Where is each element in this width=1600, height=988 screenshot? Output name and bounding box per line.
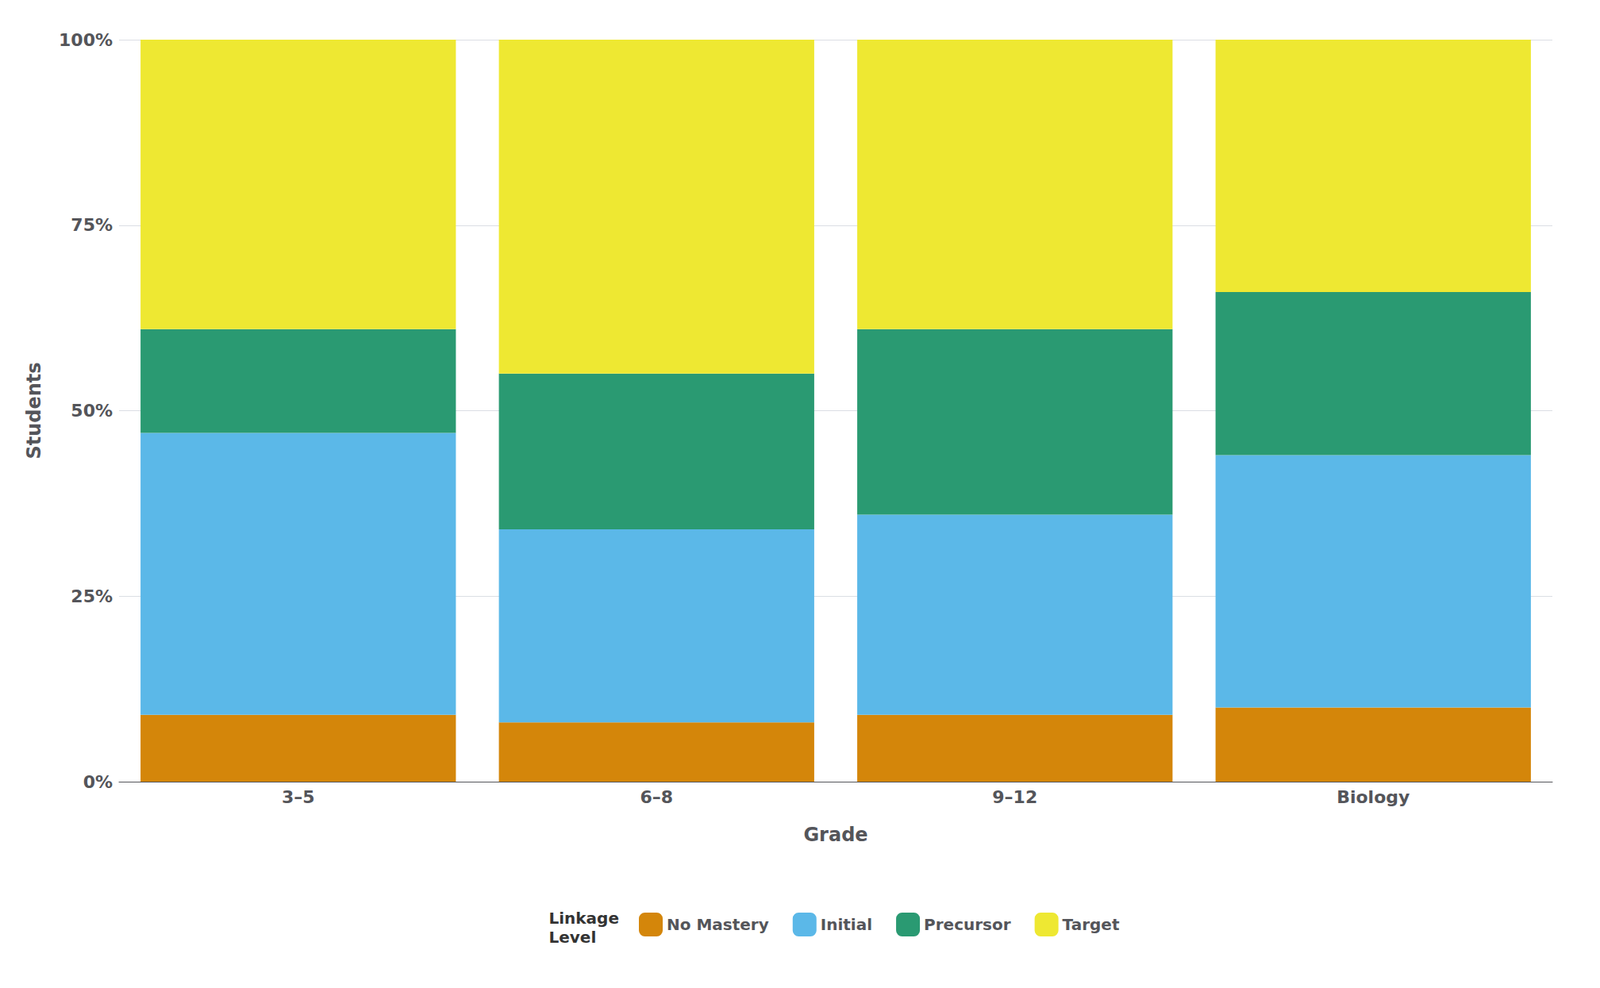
- svg-text:Students: Students: [23, 361, 46, 459]
- svg-text:Target: Target: [1062, 915, 1120, 935]
- svg-text:Grade: Grade: [803, 823, 868, 847]
- svg-text:75%: 75%: [70, 215, 113, 235]
- svg-text:No Mastery: No Mastery: [666, 915, 770, 935]
- svg-text:9–12: 9–12: [992, 787, 1038, 808]
- svg-text:Linkage: Linkage: [548, 908, 620, 928]
- svg-text:50%: 50%: [70, 400, 113, 421]
- svg-text:Precursor: Precursor: [923, 915, 1012, 935]
- svg-text:25%: 25%: [70, 586, 113, 607]
- svg-text:Level: Level: [548, 927, 597, 947]
- svg-text:Initial: Initial: [820, 915, 873, 935]
- svg-text:100%: 100%: [58, 30, 113, 50]
- svg-text:6–8: 6–8: [639, 787, 674, 808]
- svg-text:0%: 0%: [83, 772, 113, 793]
- svg-text:Biology: Biology: [1336, 787, 1410, 808]
- svg-text:3–5: 3–5: [281, 787, 316, 808]
